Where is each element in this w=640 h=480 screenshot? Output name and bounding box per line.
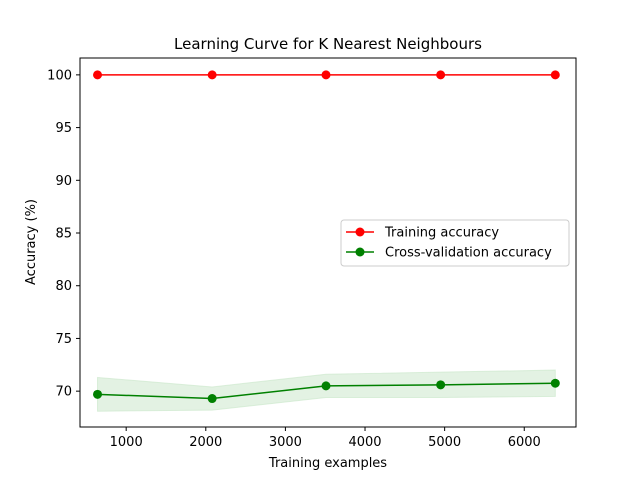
x-axis-label: Training examples: [268, 456, 387, 471]
series-1-point-0: [93, 389, 103, 399]
x-tick-label-2: 3000: [269, 435, 302, 450]
series-0-point-3: [436, 70, 446, 80]
legend: Training accuracy Cross-validation accura…: [340, 219, 570, 267]
series-1-point-3: [436, 380, 446, 390]
series-0-point-4: [550, 70, 560, 80]
chart-title: Learning Curve for K Nearest Neighbours: [174, 35, 482, 53]
legend-box: [340, 219, 570, 267]
x-tick-label-4: 5000: [428, 435, 461, 450]
x-tick-label-1: 2000: [189, 435, 222, 450]
y-tick-label-3: 85: [55, 227, 72, 242]
x-axis-ticks: 1000 2000 3000 4000 5000 6000: [110, 427, 541, 450]
series-1-std-band: [97, 369, 556, 412]
y-tick-label-2: 80: [55, 279, 72, 294]
y-tick-label-1: 75: [55, 332, 72, 347]
series-1-point-1: [207, 394, 217, 404]
series-0-point-0: [93, 70, 103, 80]
legend-label-1: Cross-validation accuracy: [385, 246, 552, 261]
x-tick-label-5: 6000: [508, 435, 541, 450]
series-1-point-4: [550, 378, 560, 388]
x-tick-label-3: 4000: [348, 435, 381, 450]
y-tick-label-5: 95: [55, 121, 72, 136]
plot-area: [93, 70, 560, 412]
series-0-point-1: [207, 70, 217, 80]
series-0-point-2: [321, 70, 331, 80]
y-axis-label: Accuracy (%): [24, 199, 39, 285]
series-1-point-2: [321, 381, 331, 391]
legend-marker-0: [355, 227, 365, 237]
y-axis-ticks: 70 75 80 85 90 95 100: [47, 68, 80, 400]
legend-label-0: Training accuracy: [384, 226, 499, 241]
y-tick-label-6: 100: [47, 68, 72, 83]
y-tick-label-0: 70: [55, 385, 72, 400]
x-tick-label-0: 1000: [110, 435, 143, 450]
plot-frame: [79, 57, 577, 428]
legend-marker-1: [355, 247, 365, 257]
y-tick-label-4: 90: [55, 174, 72, 189]
